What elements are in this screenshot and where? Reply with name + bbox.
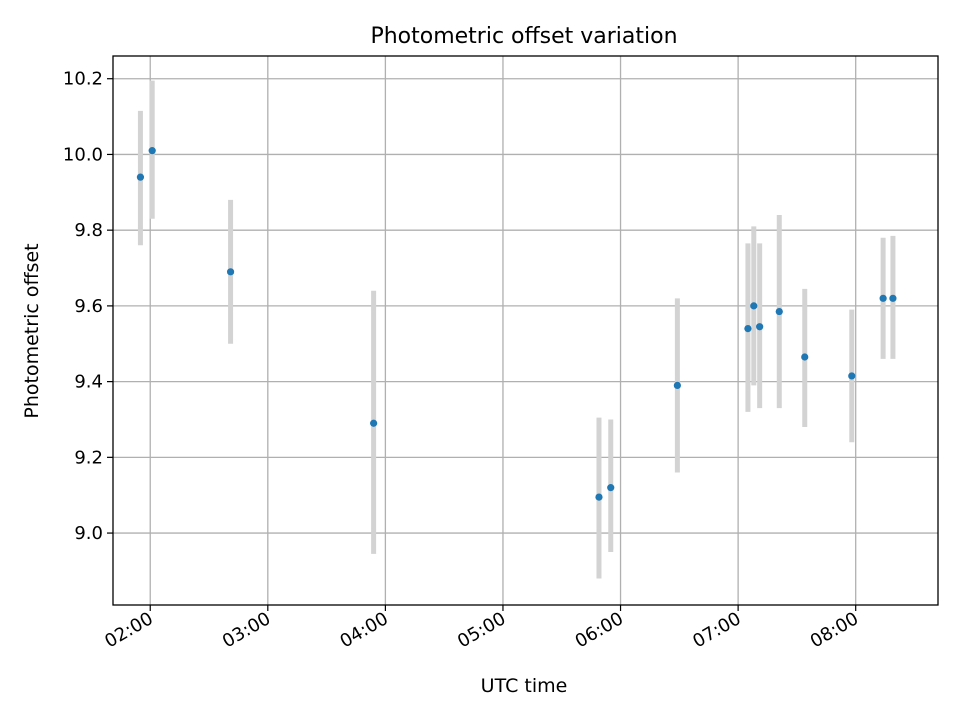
data-point (750, 302, 758, 310)
grid (113, 56, 938, 605)
data-points (136, 147, 897, 501)
data-point (744, 325, 752, 333)
data-point (595, 493, 603, 501)
plot-frame (112, 55, 939, 606)
data-point (889, 294, 897, 302)
data-point (607, 484, 615, 492)
y-tick-label: 9.2 (74, 447, 103, 468)
data-point (756, 323, 764, 331)
y-tick-label: 10.2 (63, 69, 103, 90)
data-point (148, 147, 156, 155)
data-point (879, 294, 887, 302)
y-tick-labels: 9.0 9.2 9.4 9.6 9.8 10.0 10.2 (63, 69, 103, 544)
data-point (848, 372, 856, 380)
data-point (136, 173, 145, 181)
data-point (370, 419, 378, 427)
data-point (801, 353, 809, 361)
data-point (775, 307, 783, 316)
x-axis-label: UTC time (481, 675, 568, 697)
y-tick-label: 9.0 (74, 523, 103, 544)
data-point (673, 381, 681, 389)
data-point (226, 268, 235, 276)
y-tick-label: 9.4 (74, 372, 103, 393)
y-tick-label: 9.6 (74, 296, 103, 317)
chart-title: Photometric offset variation (370, 24, 677, 49)
y-tick-label: 10.0 (63, 144, 103, 165)
axis-ticks (107, 78, 857, 611)
y-tick-label: 9.8 (74, 220, 103, 241)
y-axis-label: Photometric offset (21, 243, 43, 418)
